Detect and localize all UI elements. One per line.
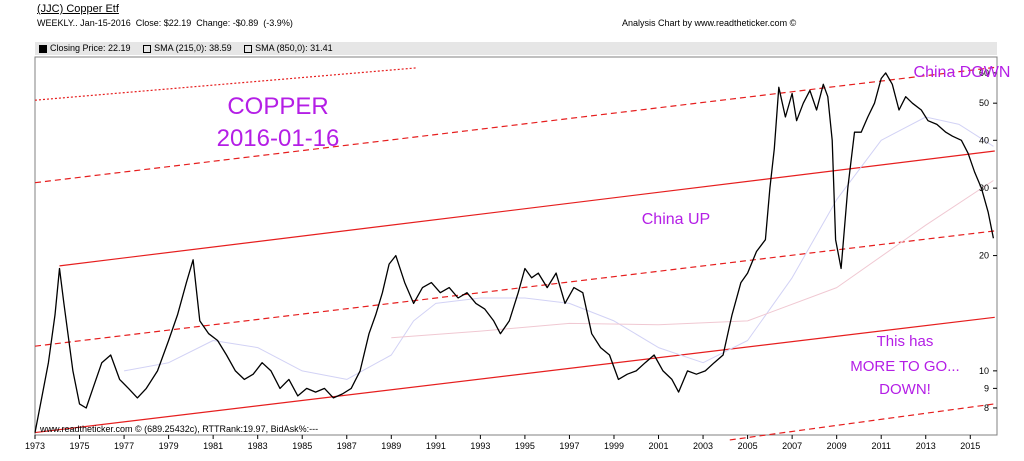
y-tick-label: 8 [984, 403, 989, 413]
legend-item-closing-price: Closing Price: 22.19 [39, 43, 136, 53]
x-tick-label: 2011 [872, 441, 891, 451]
trend-line-solid-2 [34, 316, 995, 434]
trend-line-dashed-3 [34, 66, 995, 184]
x-tick-label: 1999 [604, 441, 624, 451]
y-tick-label: 10 [979, 366, 989, 376]
x-tick-label: 1995 [515, 441, 535, 451]
x-tick-label: 1983 [248, 441, 268, 451]
trend-line-dotted-6 [34, 67, 416, 101]
legend-label: Closing Price: 22.19 [50, 43, 131, 53]
x-tick-label: 1977 [114, 441, 134, 451]
sma-line-2 [391, 180, 994, 339]
x-tick-label: 1991 [426, 441, 446, 451]
y-tick-label: 40 [979, 135, 989, 145]
trend-channel-lines [34, 66, 995, 441]
x-tick-label: 2005 [738, 441, 758, 451]
chart-header: (JJC) Copper Etf WEEKLY.. Jan-15-2016 Cl… [0, 0, 1024, 40]
sma-line-1 [124, 116, 994, 380]
x-tick-label: 1989 [381, 441, 401, 451]
plot-frame [34, 56, 998, 436]
y-tick-label: 30 [979, 183, 989, 193]
x-axis: 1973 1975 1977 1979 1981 1983 1985 1987 1989 1991… [25, 435, 980, 451]
annotation-copper: COPPER [227, 93, 328, 120]
trend-line-dashed-5 [729, 403, 995, 441]
y-tick-label: 60 [979, 68, 989, 78]
price-line-group [34, 72, 995, 433]
trend-line-solid-1 [59, 150, 995, 267]
chart-footer-text: www.readtheticker.com © (689.25432c), RT… [39, 424, 318, 434]
annotation-date: 2016-01-16 [217, 125, 340, 152]
x-tick-label: 1993 [470, 441, 490, 451]
hollow-square-icon [244, 44, 253, 53]
legend-item-sma-850: SMA (850,0): 31.41 [244, 43, 336, 53]
price-summary: WEEKLY.. Jan-15-2016 Close: $22.19 Chang… [37, 18, 293, 28]
y-tick-label: 50 [979, 98, 989, 108]
x-tick-label: 2003 [693, 441, 713, 451]
annotation-china-up: China UP [642, 211, 710, 228]
legend-item-sma-215: SMA (215,0): 38.59 [143, 43, 237, 53]
x-tick-label: 2015 [960, 441, 980, 451]
y-axis: 60 50 40 30 20 10 9 8 [979, 68, 997, 413]
legend-label: SMA (850,0): 31.41 [255, 43, 333, 53]
trend-line-dashed-4 [34, 230, 995, 347]
sma-lines [124, 116, 994, 380]
annotation-china-down: China DOWN [914, 64, 1011, 81]
hollow-square-icon [143, 44, 152, 53]
legend-bar: Closing Price: 22.19 SMA (215,0): 38.59 … [35, 42, 997, 55]
x-tick-label: 1979 [159, 441, 179, 451]
x-tick-label: 1973 [25, 441, 45, 451]
chart-credit: Analysis Chart by www.readtheticker.com … [622, 18, 797, 28]
x-tick-label: 1987 [337, 441, 357, 451]
filled-square-icon [39, 44, 47, 53]
price-line [34, 72, 995, 433]
legend-label: SMA (215,0): 38.59 [154, 43, 232, 53]
chart-title: (JJC) Copper Etf [37, 3, 119, 15]
annotation-note-line3: DOWN! [879, 381, 931, 398]
x-tick-label: 1985 [292, 441, 312, 451]
annotation-note-line1: This has [877, 333, 934, 350]
y-tick-label: 9 [984, 383, 989, 393]
y-tick-label: 20 [979, 251, 989, 261]
x-tick-label: 1997 [559, 441, 579, 451]
x-tick-label: 2013 [916, 441, 936, 451]
x-tick-label: 1981 [203, 441, 223, 451]
x-tick-label: 2001 [649, 441, 669, 451]
x-tick-label: 2007 [782, 441, 802, 451]
x-tick-label: 1975 [70, 441, 90, 451]
x-tick-label: 2009 [827, 441, 847, 451]
annotation-note-line2: MORE TO GO... [850, 358, 959, 375]
